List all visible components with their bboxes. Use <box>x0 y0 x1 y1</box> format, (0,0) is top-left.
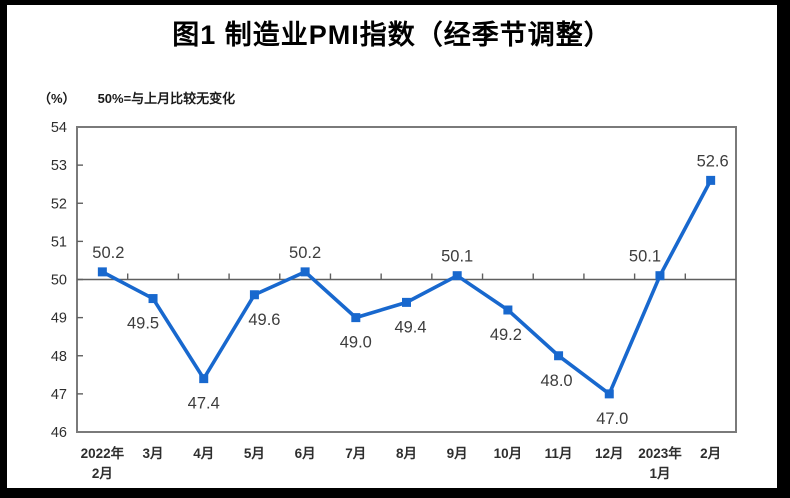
data-point-label: 49.6 <box>248 311 280 329</box>
x-tick-label: 1月 <box>649 466 670 481</box>
data-point-label: 49.0 <box>340 334 372 352</box>
y-tick-label: 50 <box>51 273 67 289</box>
y-tick-label: 46 <box>51 425 67 441</box>
chart-subtitle: （%） 50%=与上月比较无变化 <box>38 88 235 107</box>
x-tick-label: 11月 <box>545 446 573 461</box>
data-point-marker <box>452 271 462 281</box>
reference-note: 50%=与上月比较无变化 <box>97 91 236 106</box>
y-tick-label: 53 <box>51 158 67 174</box>
x-tick-label: 9月 <box>447 446 468 461</box>
data-point-label: 50.1 <box>441 248 473 266</box>
data-point-label: 48.0 <box>541 372 573 390</box>
x-tick-label: 2月 <box>700 446 721 461</box>
data-point-label: 49.5 <box>127 315 159 333</box>
data-point-marker <box>300 267 310 277</box>
data-point-marker <box>402 297 411 307</box>
chart-title: 图1 制造业PMI指数（经季节调整） <box>172 20 612 50</box>
x-tick-label: 2023年 <box>638 445 682 461</box>
data-point-label: 49.4 <box>394 318 426 336</box>
x-tick-label: 6月 <box>295 446 316 461</box>
x-tick-label: 8月 <box>396 446 417 461</box>
y-tick-label: 49 <box>51 311 67 327</box>
data-point-label: 50.1 <box>629 248 661 266</box>
x-tick-label: 4月 <box>193 446 214 461</box>
data-point-label: 47.0 <box>596 410 628 428</box>
y-tick-label: 51 <box>51 234 67 250</box>
data-point-label: 47.4 <box>188 395 220 413</box>
x-tick-label: 10月 <box>494 446 523 461</box>
data-point-label: 50.2 <box>289 244 321 262</box>
data-point-marker <box>97 267 107 277</box>
pmi-line-chart: 46 47 48 49 50 51 52 53 54 2022年 2月 3月 4月 5月 6月 7月 8月 9月 1… <box>51 120 737 481</box>
series-line <box>101 179 713 396</box>
data-point-marker <box>249 290 259 300</box>
data-point-marker <box>351 313 361 323</box>
y-tick-label: 47 <box>51 387 67 403</box>
x-tick-label: 3月 <box>143 446 164 461</box>
x-tick-label: 2022年 <box>81 445 125 461</box>
data-point-marker <box>148 294 158 304</box>
y-tick-label: 48 <box>51 349 67 365</box>
data-point-marker <box>503 305 513 315</box>
x-tick-label: 7月 <box>345 446 366 461</box>
x-tick-label: 2月 <box>92 466 113 481</box>
y-axis-unit-label: （%） <box>38 91 76 106</box>
x-tick-label: 12月 <box>595 446 624 461</box>
data-point-label: 52.6 <box>697 152 729 170</box>
data-point-label: 50.2 <box>92 244 124 262</box>
data-point-marker <box>554 351 564 361</box>
data-point-marker <box>199 374 209 384</box>
data-point-marker <box>604 389 614 399</box>
data-point-marker <box>655 271 665 281</box>
y-tick-label: 54 <box>51 120 67 136</box>
y-tick-label: 52 <box>51 196 67 212</box>
data-point-marker <box>706 175 716 185</box>
x-tick-label: 5月 <box>244 446 265 461</box>
chart-canvas: 图1 制造业PMI指数（经季节调整） （%） 50%=与上月比较无变化 46 47 4… <box>7 5 777 488</box>
data-point-label: 49.2 <box>490 326 522 344</box>
